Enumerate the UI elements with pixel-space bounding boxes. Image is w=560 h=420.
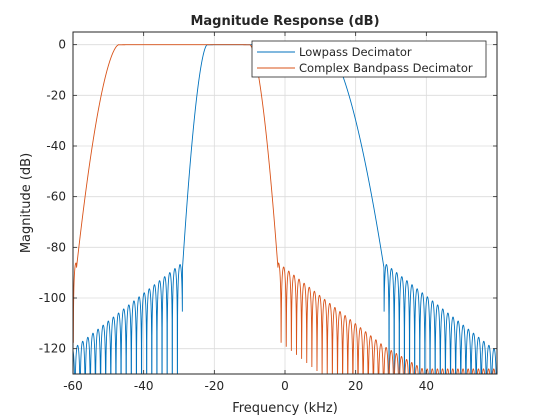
y-tick-label: -40: [46, 139, 66, 153]
y-tick-label: -20: [46, 88, 66, 102]
legend-label-lowpass: Lowpass Decimator: [299, 45, 412, 59]
legend-label-bandpass: Complex Bandpass Decimator: [299, 61, 473, 75]
y-tick-label: -60: [46, 190, 66, 204]
x-tick-label: 0: [281, 379, 289, 393]
legend-box: [251, 40, 487, 78]
x-tick-label: -60: [63, 379, 83, 393]
y-tick-label: -80: [46, 240, 66, 254]
x-axis-label: Frequency (kHz): [232, 401, 338, 416]
plot-area: -60 -40 -20 0 20 40 0 -20 -40 -60 -80 -100 -120: [39, 31, 498, 393]
y-tick-label: 0: [58, 38, 66, 52]
y-tick-label: -100: [39, 291, 66, 305]
x-tick-label: 20: [348, 379, 363, 393]
chart-title: Magnitude Response (dB): [190, 14, 379, 29]
x-tick-label: 40: [419, 379, 434, 393]
legend: Lowpass Decimator Complex Bandpass Decim…: [251, 40, 487, 78]
x-tick-label: -40: [134, 379, 154, 393]
ticks: -60 -40 -20 0 20 40 0 -20 -40 -60 -80 -100 -120: [39, 32, 497, 393]
x-tick-label: -20: [205, 379, 225, 393]
y-tick-label: -120: [39, 342, 66, 356]
y-axis-label: Magnitude (dB): [19, 153, 34, 253]
